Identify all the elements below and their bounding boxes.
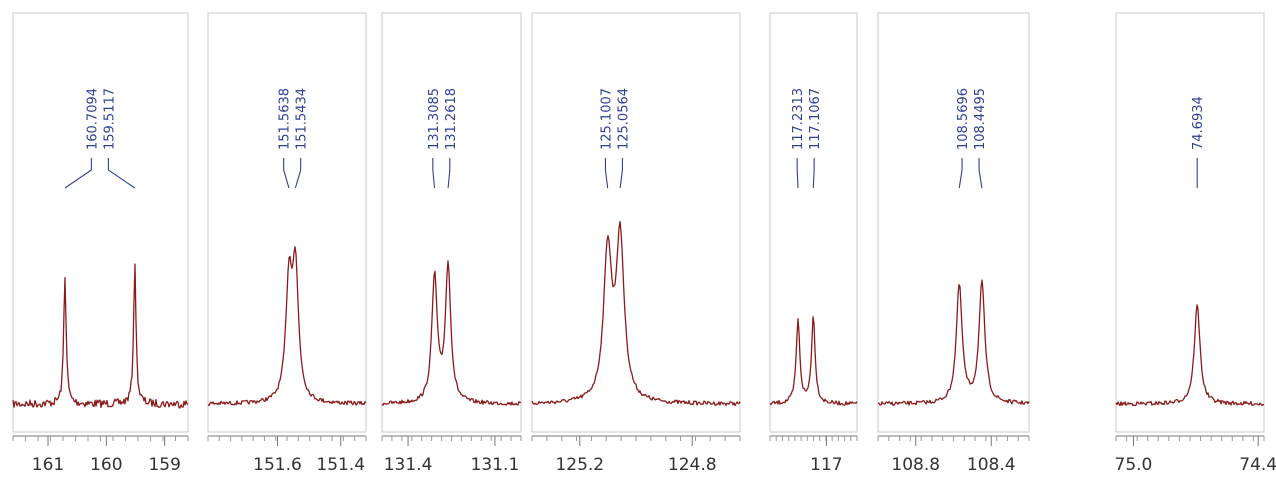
- spectrum-trace: [531, 220, 741, 407]
- tick-label: 108.4: [967, 455, 1016, 475]
- peak-leader: [619, 158, 623, 189]
- peak-label: 74.6934: [1191, 96, 1206, 150]
- tick-label: 131.1: [471, 455, 520, 475]
- spectrum-trace: [769, 316, 858, 406]
- tick-label: 151.6: [253, 455, 302, 475]
- spectrum-trace: [207, 246, 367, 406]
- spectrum-trace: [877, 279, 1030, 407]
- peak-label: 160.7094: [85, 88, 100, 150]
- peak-leader: [107, 158, 136, 189]
- peak-label: 159.5117: [102, 88, 117, 150]
- peak-label: 125.0564: [616, 88, 631, 150]
- peak-label: 151.5638: [278, 88, 293, 150]
- panel-frame: [12, 12, 189, 433]
- peak-leader: [64, 158, 92, 189]
- panel-frame: [769, 12, 858, 433]
- peak-label: 131.3085: [427, 88, 442, 150]
- panel-frame: [1115, 12, 1265, 433]
- tick-label: 124.8: [668, 455, 717, 475]
- tick-label: 125.2: [555, 455, 604, 475]
- tick-label: 108.8: [891, 455, 940, 475]
- peak-label: 131.2618: [444, 88, 459, 150]
- tick-label: 159: [148, 455, 180, 475]
- peak-leader: [604, 158, 609, 189]
- spectrum-trace: [12, 263, 189, 409]
- panel-frame: [531, 12, 741, 433]
- spectrum-panel-5: 117 117.2313 117.1067: [769, 12, 858, 475]
- panel-frame: [877, 12, 1030, 433]
- peak-label: 108.5696: [956, 88, 971, 150]
- tick-label: 117: [810, 455, 842, 475]
- peak-leader: [283, 158, 290, 189]
- tick-label: 160: [90, 455, 122, 475]
- spectrum-panel-7: 75.0 74.4 74.6934: [1115, 12, 1276, 475]
- peak-label: 117.2313: [791, 88, 806, 150]
- spectrum-panel-4: 125.2 124.8 125.1007 125.0564: [531, 12, 741, 475]
- peak-label: 117.1067: [808, 88, 823, 150]
- tick-label: 161: [32, 455, 64, 475]
- peak-label: 151.5434: [295, 88, 310, 150]
- spectrum-trace: [1115, 304, 1265, 407]
- spectrum-trace: [381, 260, 522, 406]
- spectrum-panel-3: 131.4 131.1 131.3085 131.2618: [381, 12, 522, 475]
- peak-label: 108.4495: [973, 88, 988, 150]
- peak-leader: [432, 158, 436, 189]
- tick-label: 75.0: [1115, 455, 1153, 475]
- peak-leader: [796, 158, 799, 189]
- peak-leader: [978, 158, 983, 189]
- panel-frame: [381, 12, 522, 433]
- tick-label: 151.4: [316, 455, 365, 475]
- peak-leader: [294, 158, 302, 189]
- peak-leader: [447, 158, 451, 189]
- spectrum-panel-6: 108.8 108.4 108.5696 108.4495: [877, 12, 1030, 475]
- tick-label: 74.4: [1239, 455, 1276, 475]
- spectrum-panel-1: 161 160 159 160.7094 159.5117: [12, 12, 189, 475]
- panel-frame: [207, 12, 367, 433]
- spectrum-panel-2: 151.6 151.4 151.5638 151.5434: [207, 12, 367, 475]
- tick-label: 131.4: [384, 455, 433, 475]
- peak-leader: [958, 158, 963, 189]
- peak-label: 125.1007: [599, 88, 614, 150]
- peak-leader: [812, 158, 815, 189]
